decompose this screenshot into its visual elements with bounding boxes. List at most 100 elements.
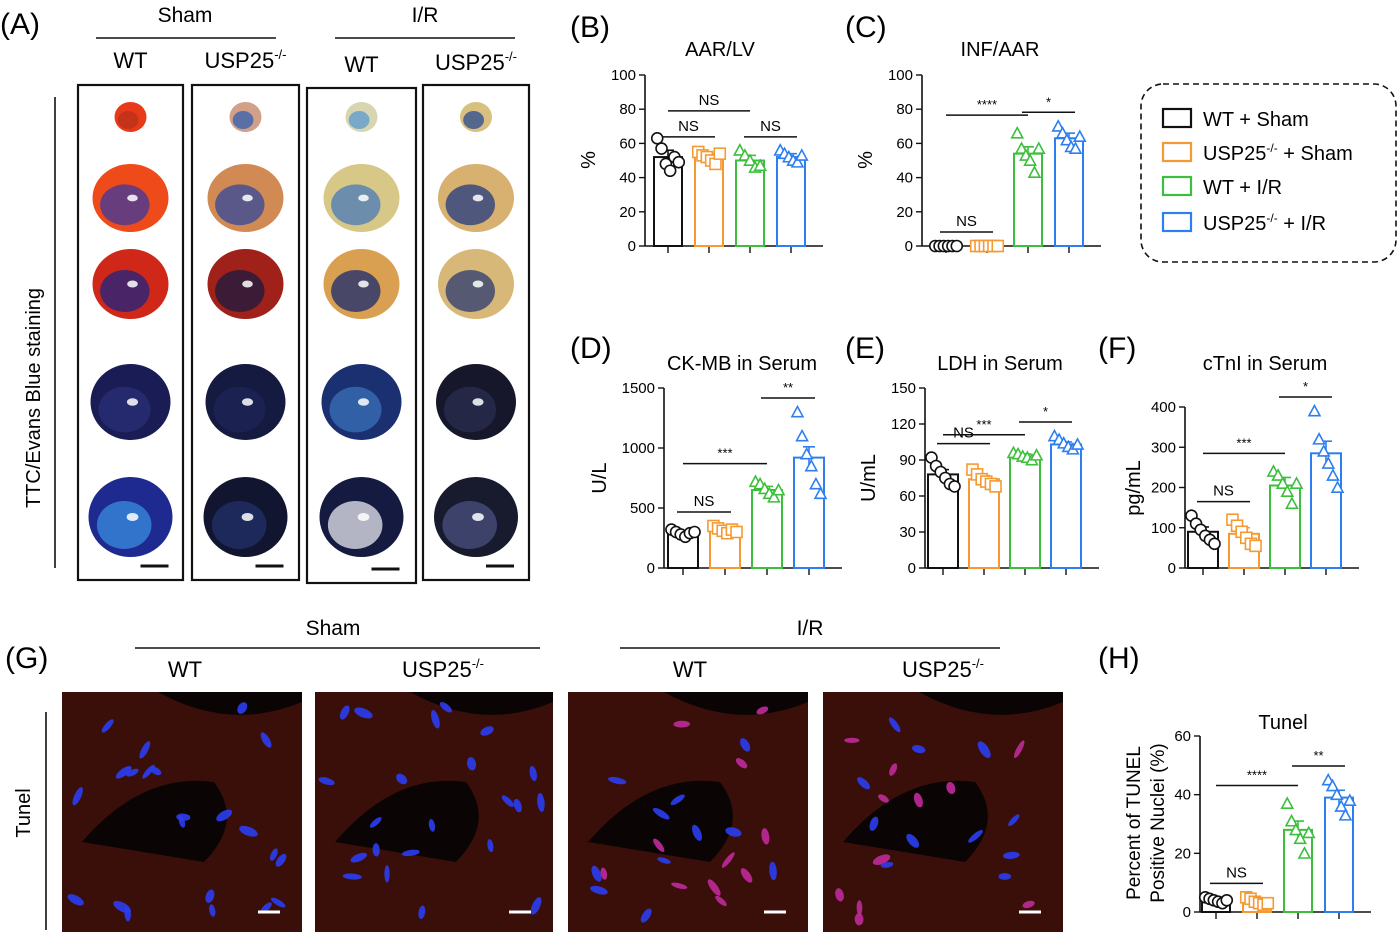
data-point — [1220, 893, 1234, 907]
data-point — [790, 404, 805, 418]
nucleus — [735, 758, 748, 769]
nucleus — [269, 848, 278, 861]
y-tick-label: 80 — [896, 101, 913, 118]
data-point — [1010, 125, 1025, 139]
panel-a-row-label: TTC/Evans Blue staining — [23, 288, 45, 508]
bar — [1050, 443, 1082, 569]
nucleus — [270, 897, 286, 908]
chart-title: LDH in Serum — [937, 353, 1063, 375]
panel-g-col-label-text: USP25 — [402, 657, 472, 682]
nucleus — [740, 738, 751, 752]
significance-label: NS — [956, 213, 977, 230]
panel-g-col-label: USP25-/- — [902, 656, 984, 682]
nucleus — [880, 862, 894, 868]
heart-slice-lumen — [127, 194, 138, 202]
significance-label: NS — [678, 118, 699, 135]
y-tick-label: 120 — [891, 416, 916, 433]
data-point — [948, 480, 961, 493]
panel-a-box — [305, 86, 418, 585]
data-point — [771, 482, 786, 496]
nucleus — [673, 720, 691, 728]
data-point — [1208, 537, 1221, 551]
nucleus — [854, 913, 864, 926]
y-tick-label: 60 — [1174, 728, 1191, 745]
data-point — [1289, 822, 1303, 836]
data-point — [1289, 476, 1304, 489]
y-tick-label: 0 — [647, 560, 655, 577]
y-tick-label: 400 — [1151, 399, 1176, 416]
data-point — [1325, 778, 1340, 792]
nucleus — [608, 776, 627, 785]
nucleus — [1002, 851, 1020, 859]
bar — [1269, 484, 1301, 569]
nucleus — [101, 719, 114, 733]
legend-label: WT + Sham — [1203, 109, 1309, 131]
nucleus — [369, 817, 382, 828]
heart-slice-region — [348, 111, 370, 129]
data-point — [1055, 125, 1070, 139]
significance-label: NS — [1226, 864, 1247, 881]
nucleus — [501, 795, 514, 807]
significance-label: ** — [783, 380, 793, 395]
data-point — [1029, 448, 1044, 461]
y-tick-label: 300 — [1151, 439, 1176, 456]
panel-a-col-label-superscript: -/- — [505, 49, 517, 64]
y-tick-label: 0 — [628, 238, 636, 255]
data-point — [804, 458, 819, 472]
y-axis-label: % — [578, 151, 600, 169]
legend-swatch — [1161, 107, 1193, 129]
nucleus — [721, 852, 735, 868]
data-point — [1285, 496, 1299, 510]
nucleus — [600, 867, 608, 880]
data-point — [753, 158, 768, 172]
nucleus — [396, 773, 408, 785]
y-tick-label: 20 — [1174, 845, 1191, 862]
y-tick-label: 500 — [630, 500, 655, 517]
data-point — [1330, 787, 1344, 801]
tissue-gap — [664, 692, 808, 715]
panel-a-col-label: USP25-/- — [435, 49, 517, 75]
panel-g-group-sham: Sham — [306, 617, 361, 640]
heart-slice-region — [211, 501, 267, 549]
data-point — [1014, 141, 1029, 155]
nucleus — [692, 824, 702, 841]
data-point — [1284, 813, 1299, 827]
heart-slice-lumen — [358, 194, 369, 202]
bar — [1013, 152, 1043, 247]
data-point — [1275, 476, 1290, 489]
data-point — [809, 476, 823, 490]
heart-slice-region — [117, 111, 139, 129]
panel-label-e: (E) — [845, 332, 885, 365]
nucleus — [844, 737, 860, 743]
data-point — [799, 446, 814, 460]
data-point — [672, 155, 686, 169]
nucleus — [761, 828, 770, 845]
legend-label-text: WT + Sham — [1203, 109, 1309, 131]
nucleus — [725, 827, 742, 837]
nucleus — [401, 849, 420, 857]
heart-slice-region — [100, 270, 150, 312]
y-tick-label: 1500 — [622, 380, 655, 397]
significance-label: * — [1303, 379, 1308, 394]
nucleus — [205, 889, 215, 903]
heart-slice-region — [442, 501, 498, 549]
panel-a-col-label-text: WT — [113, 48, 147, 73]
panel-g-col-label-text: USP25 — [902, 657, 972, 682]
y-tick-label: 0 — [905, 238, 913, 255]
chart-title: INF/AAR — [961, 39, 1040, 61]
heart-slice-region — [100, 184, 150, 226]
legend-superscript: -/- — [1266, 141, 1277, 155]
panel-a-col-label: USP25-/- — [205, 47, 287, 73]
heart-slice-region — [215, 270, 265, 312]
heart-slice-region — [215, 184, 265, 226]
panel-a-columns: WT USP25-/- WT USP25-/- — [76, 47, 531, 585]
data-point — [767, 490, 781, 503]
chart-title: Tunel — [1258, 712, 1307, 734]
panel-label-h: (H) — [1098, 642, 1140, 675]
data-point — [1027, 165, 1042, 178]
nucleus — [480, 726, 494, 736]
nucleus — [968, 829, 983, 843]
panel-g-col-label-superscript: -/- — [472, 656, 484, 671]
significance-label: ** — [1313, 748, 1323, 763]
heart-slice-lumen — [241, 398, 254, 406]
